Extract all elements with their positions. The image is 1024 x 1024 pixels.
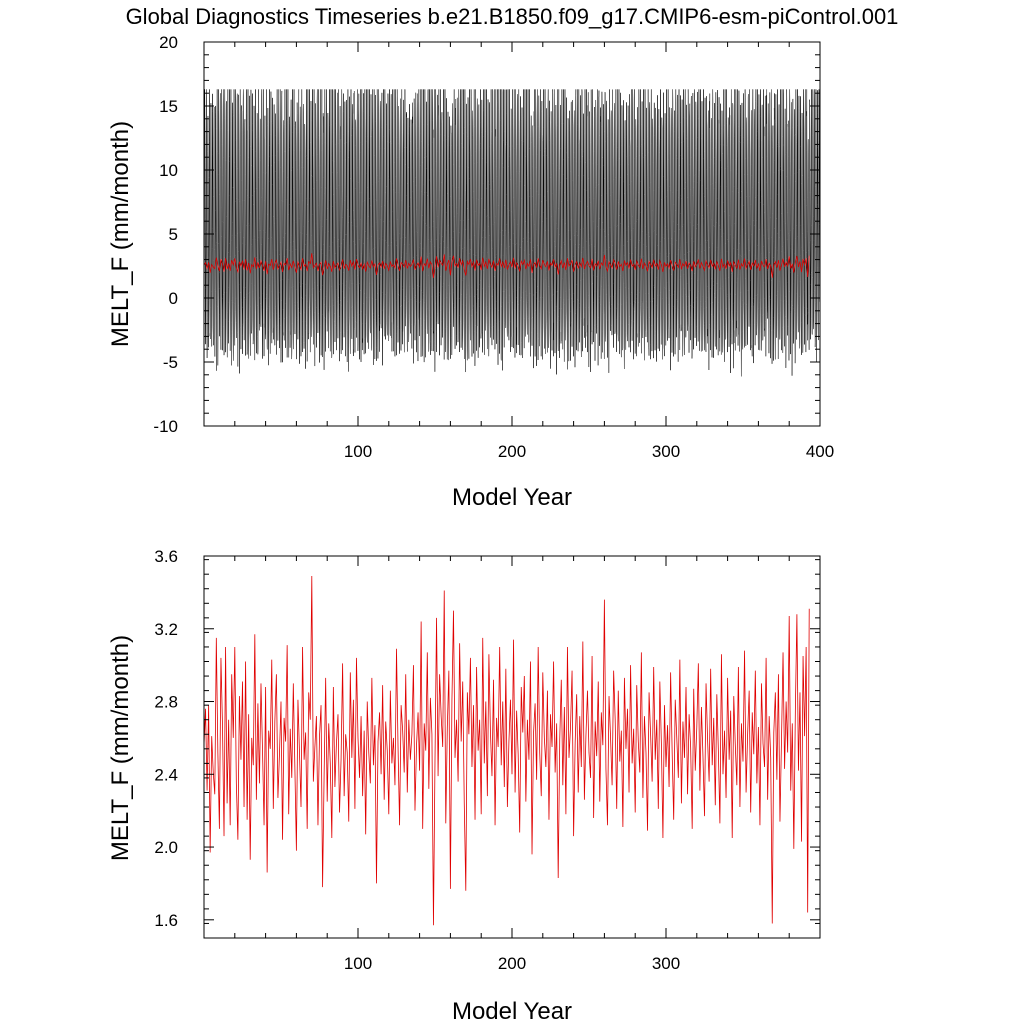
top-chart-panel: 100 200 300 400 -10 -5 0 5 10 15 20 Model Year MEL…	[107, 33, 834, 511]
bottom-chart-panel: 100 200 300 1.6 2.0 2.4 2.8 3.2 3.6 Model Year M…	[107, 547, 821, 1024]
y-tick-label: 5	[169, 225, 178, 244]
y-tick-label: 20	[159, 33, 178, 52]
top-chart-axes: 100 200 300 400 -10 -5 0 5 10 15 20	[153, 33, 834, 461]
y-tick-label: 3.2	[154, 620, 178, 639]
bottom-chart-plot-area	[203, 576, 810, 926]
top-chart-plot-area	[203, 89, 820, 377]
top-y-axis-label: MELT_F (mm/month)	[107, 121, 134, 347]
x-tick-label: 100	[344, 442, 372, 461]
y-tick-label: 15	[159, 97, 178, 116]
x-tick-label: 300	[652, 442, 680, 461]
y-tick-label: -10	[153, 417, 178, 436]
x-tick-label: 100	[344, 954, 372, 973]
bottom-chart-axes: 100 200 300 1.6 2.0 2.4 2.8 3.2 3.6	[154, 547, 821, 973]
y-tick-label: 2.4	[154, 765, 178, 784]
x-tick-label: 400	[806, 442, 834, 461]
top-x-axis-label: Model Year	[452, 484, 572, 511]
x-tick-label: 300	[652, 954, 680, 973]
y-tick-label: 10	[159, 161, 178, 180]
annual-mean-series-line	[203, 253, 810, 278]
figure-title: Global Diagnostics Timeseries b.e21.B185…	[126, 4, 899, 29]
bottom-y-axis-label: MELT_F (mm/month)	[107, 635, 134, 861]
annual-mean-series-line	[203, 576, 810, 926]
x-tick-label: 200	[498, 442, 526, 461]
y-tick-label: -5	[163, 353, 178, 372]
y-tick-label: 2.0	[154, 838, 178, 857]
y-tick-label: 1.6	[154, 911, 178, 930]
y-tick-label: 0	[169, 289, 178, 308]
x-tick-label: 200	[498, 954, 526, 973]
bottom-x-axis-label: Model Year	[452, 998, 572, 1024]
y-tick-label: 2.8	[154, 693, 178, 712]
monthly-series-line	[203, 89, 820, 377]
y-tick-label: 3.6	[154, 547, 178, 566]
